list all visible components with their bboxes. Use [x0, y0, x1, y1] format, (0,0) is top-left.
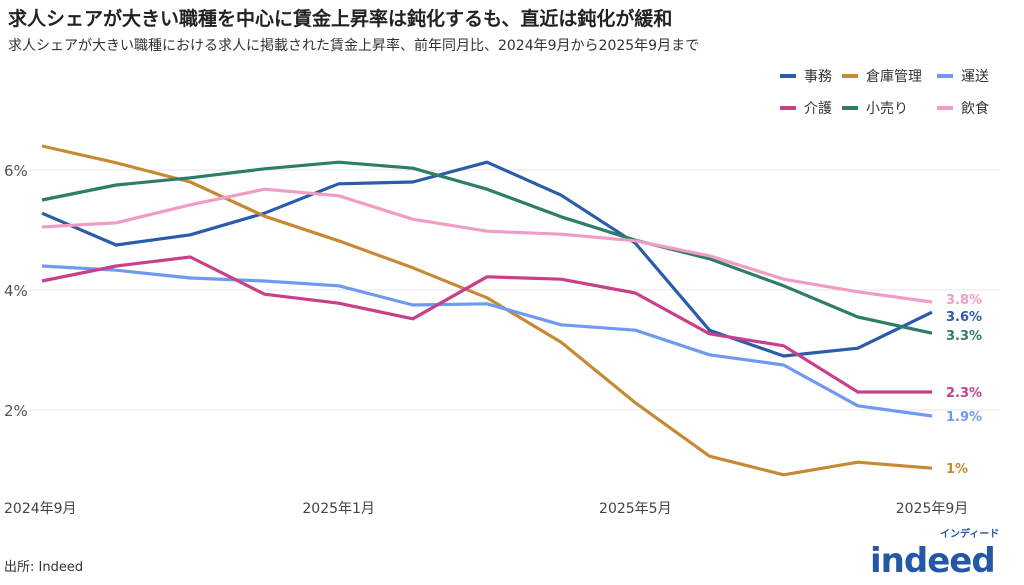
series-line-小売り [41, 160, 933, 335]
y-tick-label: 2% [4, 402, 28, 420]
legend-swatch [842, 74, 858, 78]
chart-subtitle: 求人シェアが大きい職種における求人に掲載された賃金上昇率、前年同月比、2024年… [8, 38, 700, 54]
end-value-label: 3.3% [946, 329, 982, 344]
legend-item: 倉庫管理 [842, 66, 937, 86]
end-value-label: 1% [946, 462, 968, 477]
legend-swatch [842, 106, 858, 110]
end-value-label: 3.6% [946, 310, 982, 325]
series-line-事務 [41, 160, 933, 358]
chart-title: 求人シェアが大きい職種を中心に賃金上昇率は鈍化するも、直近は鈍化が緩和 [8, 8, 673, 30]
legend-item: 事務 [780, 66, 842, 86]
legend-swatch [780, 106, 796, 110]
source-note: 出所: Indeed [4, 560, 84, 575]
legend-item: 運送 [937, 66, 1017, 86]
legend: 事務 倉庫管理 運送介護 小売り 飲食 [780, 66, 1024, 118]
legend-label: 介護 [804, 101, 832, 117]
legend-item: 介護 [780, 98, 842, 118]
end-value-label: 2.3% [946, 386, 982, 401]
y-tick-label: 6% [4, 162, 28, 180]
legend-item: 飲食 [937, 98, 1017, 118]
logo-text: indeed [870, 541, 995, 581]
y-tick-label: 4% [4, 282, 28, 300]
legend-swatch [937, 106, 953, 110]
series-line-飲食 [41, 187, 933, 304]
series-line-運送 [41, 264, 933, 418]
legend-label: 飲食 [961, 101, 989, 117]
legend-label: 運送 [961, 69, 989, 85]
legend-swatch [780, 74, 796, 78]
series-line-介護 [41, 255, 932, 394]
legend-item: 小売り [842, 98, 937, 118]
indeed-logo: インディード indeed [870, 527, 999, 581]
logo-kana: インディード [940, 527, 999, 540]
x-tick-label: 2025年9月 [896, 501, 969, 517]
x-tick-label: 2025年1月 [302, 501, 375, 517]
legend-label: 小売り [866, 101, 908, 117]
series-line-倉庫管理 [41, 144, 933, 477]
end-value-label: 3.8% [946, 293, 982, 308]
end-value-label: 1.9% [946, 410, 982, 425]
legend-label: 倉庫管理 [866, 69, 922, 85]
legend-label: 事務 [804, 69, 832, 85]
legend-swatch [937, 74, 953, 78]
x-tick-label: 2025年5月 [599, 501, 672, 517]
x-tick-label: 2024年9月 [4, 501, 77, 517]
